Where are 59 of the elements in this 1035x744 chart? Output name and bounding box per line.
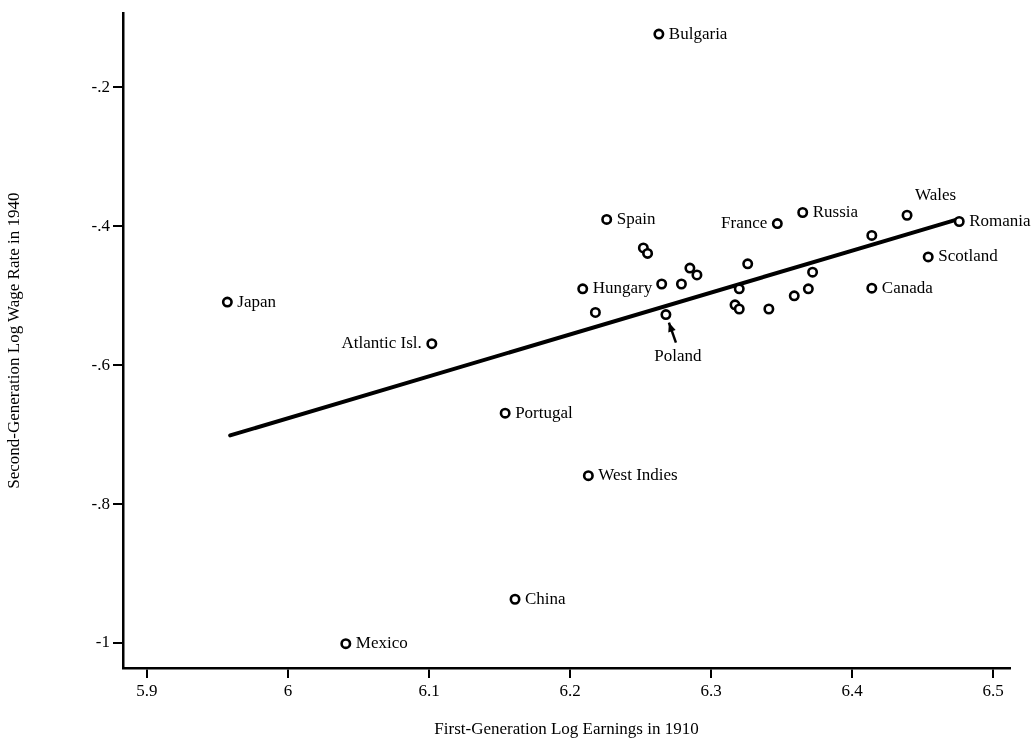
point	[589, 306, 601, 318]
point	[802, 283, 814, 295]
point	[953, 216, 965, 228]
y-tick-label: -1	[95, 632, 110, 652]
annotation: Canada	[881, 277, 934, 297]
point	[675, 278, 687, 290]
annotation: Hungary	[592, 278, 653, 298]
point	[653, 28, 665, 40]
annotation: Scotland	[938, 246, 999, 266]
point	[601, 213, 613, 225]
point	[509, 593, 521, 605]
point	[797, 206, 809, 218]
point	[426, 338, 438, 350]
annotation: Atlantic Isl.	[341, 333, 422, 353]
annotation: Portugal	[515, 402, 574, 422]
point	[866, 282, 878, 294]
annotation: Spain	[616, 208, 656, 228]
annotation: Russia	[812, 201, 859, 221]
y-tick-label: -.8	[91, 493, 110, 513]
annotation: Wales	[915, 184, 957, 204]
y-tick-label: -.4	[91, 215, 111, 235]
x-tick-label: 6	[283, 680, 293, 700]
point	[660, 309, 672, 321]
point	[582, 470, 594, 482]
annotation: Romania	[969, 210, 1032, 230]
x-tick-label: 6.1	[418, 680, 440, 700]
annotation: Bulgaria	[668, 23, 728, 43]
point	[733, 303, 745, 315]
point	[807, 266, 819, 278]
y-tick-label: -.6	[91, 354, 110, 374]
point	[642, 247, 654, 259]
x-tick-label: 6.5	[982, 680, 1004, 700]
x-tick-label: 6.2	[559, 680, 581, 700]
point	[866, 229, 878, 241]
point	[742, 258, 754, 270]
annotation: Poland	[654, 346, 703, 366]
x-axis-title: First-Generation Log Earnings in 1910	[434, 719, 699, 739]
point	[340, 638, 352, 650]
point	[656, 278, 668, 290]
annotation: Mexico	[355, 633, 408, 653]
point	[771, 218, 783, 230]
annotation: France	[721, 213, 768, 233]
annotation: West Indies	[598, 465, 678, 485]
y-tick-label: -.2	[91, 76, 110, 96]
point	[499, 407, 511, 419]
annotation: China	[525, 588, 567, 608]
point	[577, 283, 589, 295]
point	[763, 303, 775, 315]
point	[221, 296, 233, 308]
point	[922, 251, 934, 263]
point	[691, 269, 703, 281]
y-axis-title: Second-Generation Log Wage Rate in 1940	[3, 192, 23, 489]
x-tick-label: 6.3	[700, 680, 722, 700]
point	[788, 290, 800, 302]
annotation: Japan	[237, 291, 277, 311]
point	[901, 209, 913, 221]
point	[684, 262, 696, 274]
x-tick-label: 6.4	[841, 680, 864, 700]
x-tick-label: 5.9	[136, 680, 158, 700]
